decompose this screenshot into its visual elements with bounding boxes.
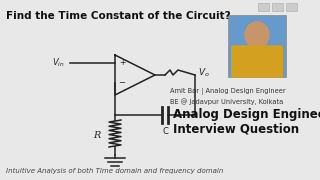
FancyBboxPatch shape	[231, 45, 283, 78]
Bar	[228, 15, 286, 77]
Bar	[286, 3, 297, 11]
Text: Analog Design Engineer: Analog Design Engineer	[173, 108, 320, 121]
Text: R: R	[94, 130, 101, 140]
Text: Intuitive Analysis of both Time domain and frequency domain: Intuitive Analysis of both Time domain a…	[6, 168, 223, 174]
Text: $V_o$: $V_o$	[198, 67, 210, 79]
Bar	[258, 3, 269, 11]
Text: Find the Time Constant of the Circuit?: Find the Time Constant of the Circuit?	[6, 11, 231, 21]
Text: $V_{in}$: $V_{in}$	[52, 56, 65, 69]
Text: C: C	[162, 127, 168, 136]
Text: +: +	[119, 58, 125, 67]
Ellipse shape	[244, 21, 270, 48]
Text: Interview Question: Interview Question	[173, 122, 299, 135]
Text: Amit Bar | Analog Design Engineer
BE @ Jadavpur University, Kolkata: Amit Bar | Analog Design Engineer BE @ J…	[170, 88, 286, 105]
Bar	[272, 3, 283, 11]
Text: −: −	[118, 78, 125, 87]
